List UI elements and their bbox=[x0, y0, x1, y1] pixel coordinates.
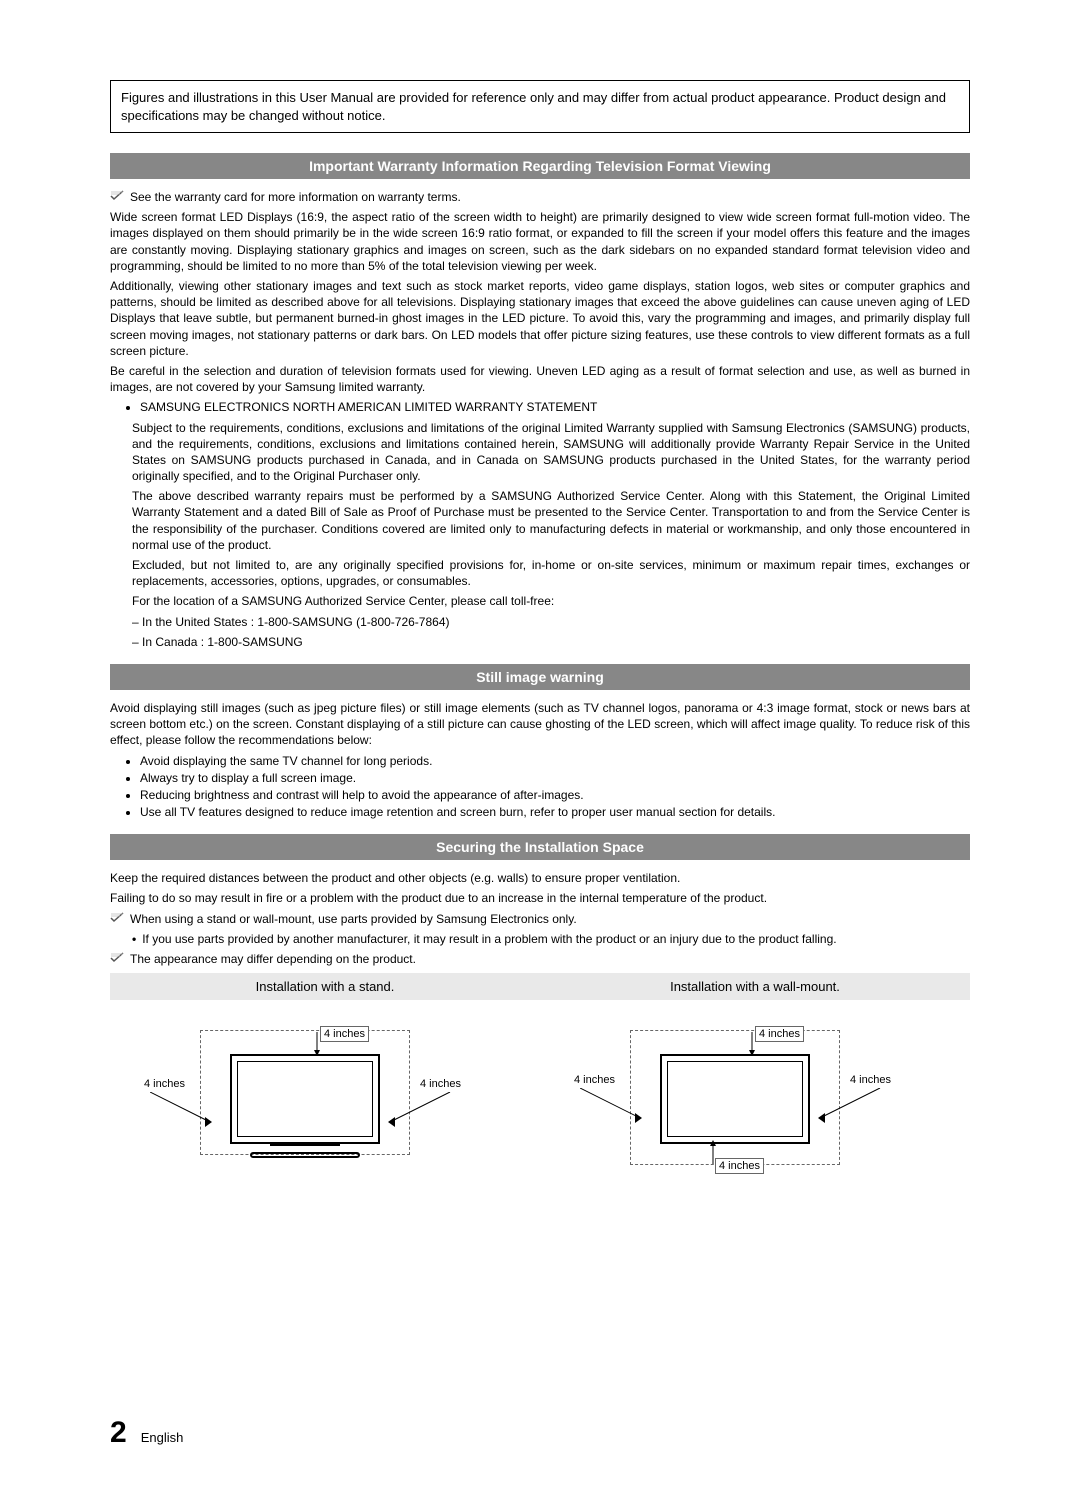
dim-left: 4 inches bbox=[574, 1074, 615, 1086]
diagram-wallmount: 4 inches 4 inches 4 inches 4 inches bbox=[540, 1012, 970, 1192]
install-wallmount-title: Installation with a wall-mount. bbox=[540, 973, 970, 1000]
still-bullet-3: Reducing brightness and contrast will he… bbox=[140, 787, 970, 803]
callout-left bbox=[580, 1088, 660, 1128]
warranty-statement-list: SAMSUNG ELECTRONICS NORTH AMERICAN LIMIT… bbox=[110, 399, 970, 415]
still-bullet-2: Always try to display a full screen imag… bbox=[140, 770, 970, 786]
manual-page: Figures and illustrations in this User M… bbox=[0, 0, 1080, 1494]
heading-warranty: Important Warranty Information Regarding… bbox=[110, 153, 970, 179]
still-image-bullets: Avoid displaying the same TV channel for… bbox=[110, 753, 970, 821]
tv-neck bbox=[270, 1144, 340, 1150]
callout-top bbox=[310, 1032, 324, 1058]
callout-right bbox=[810, 1088, 890, 1128]
tv-outline bbox=[230, 1054, 380, 1144]
callout-left bbox=[150, 1092, 230, 1132]
install-col-wallmount: Installation with a wall-mount. 4 inches… bbox=[540, 973, 970, 1192]
callout-bottom bbox=[706, 1140, 720, 1166]
dim-right: 4 inches bbox=[850, 1074, 891, 1086]
install-para-2: Failing to do so may result in fire or a… bbox=[110, 890, 970, 906]
still-image-para: Avoid displaying still images (such as j… bbox=[110, 700, 970, 749]
page-footer: 2 English bbox=[110, 1416, 183, 1450]
heading-still-image: Still image warning bbox=[110, 664, 970, 690]
warranty-para-3: Be careful in the selection and duration… bbox=[110, 363, 970, 395]
note-text: When using a stand or wall-mount, use pa… bbox=[130, 911, 577, 927]
notice-box: Figures and illustrations in this User M… bbox=[110, 80, 970, 133]
dim-bottom: 4 inches bbox=[715, 1158, 764, 1174]
warranty-phone-ca: – In Canada : 1-800-SAMSUNG bbox=[132, 634, 970, 650]
bullet-dot: • bbox=[132, 931, 136, 947]
install-para-1: Keep the required distances between the … bbox=[110, 870, 970, 886]
note-use-samsung-parts: When using a stand or wall-mount, use pa… bbox=[110, 911, 970, 927]
sub-note-text: If you use parts provided by another man… bbox=[142, 931, 836, 947]
install-stand-title: Installation with a stand. bbox=[110, 973, 540, 1000]
still-bullet-1: Avoid displaying the same TV channel for… bbox=[140, 753, 970, 769]
page-language: English bbox=[141, 1430, 184, 1445]
note-icon bbox=[110, 912, 124, 924]
note-text: See the warranty card for more informati… bbox=[130, 189, 461, 205]
warranty-phone-us: – In the United States : 1-800-SAMSUNG (… bbox=[132, 614, 970, 630]
note-text: The appearance may differ depending on t… bbox=[130, 951, 416, 967]
dim-right: 4 inches bbox=[420, 1078, 461, 1090]
warranty-para-2: Additionally, viewing other stationary i… bbox=[110, 278, 970, 359]
warranty-bpara-4: For the location of a SAMSUNG Authorized… bbox=[132, 593, 970, 609]
warranty-bpara-2: The above described warranty repairs mus… bbox=[132, 488, 970, 553]
note-warranty-card: See the warranty card for more informati… bbox=[110, 189, 970, 205]
warranty-bpara-1: Subject to the requirements, conditions,… bbox=[132, 420, 970, 485]
note-icon bbox=[110, 190, 124, 202]
still-bullet-4: Use all TV features designed to reduce i… bbox=[140, 804, 970, 820]
notice-text: Figures and illustrations in this User M… bbox=[121, 90, 946, 123]
tv-screen bbox=[667, 1061, 803, 1137]
warranty-para-1: Wide screen format LED Displays (16:9, t… bbox=[110, 209, 970, 274]
install-col-stand: Installation with a stand. 4 inches 4 in… bbox=[110, 973, 540, 1192]
note-appearance: The appearance may differ depending on t… bbox=[110, 951, 970, 967]
page-number: 2 bbox=[110, 1416, 127, 1450]
install-row: Installation with a stand. 4 inches 4 in… bbox=[110, 973, 970, 1192]
note-icon bbox=[110, 952, 124, 964]
heading-installation: Securing the Installation Space bbox=[110, 834, 970, 860]
tv-outline bbox=[660, 1054, 810, 1144]
callout-top bbox=[745, 1032, 759, 1058]
callout-right bbox=[380, 1092, 460, 1132]
diagram-stand: 4 inches 4 inches 4 inches bbox=[110, 1012, 540, 1192]
tv-screen bbox=[237, 1061, 373, 1137]
dim-top: 4 inches bbox=[755, 1026, 804, 1042]
dim-top: 4 inches bbox=[320, 1026, 369, 1042]
warranty-bpara-3: Excluded, but not limited to, are any or… bbox=[132, 557, 970, 589]
tv-stand-base bbox=[250, 1152, 360, 1158]
dim-left: 4 inches bbox=[144, 1078, 185, 1090]
sub-note-other-parts: • If you use parts provided by another m… bbox=[132, 931, 970, 947]
warranty-statement-title: SAMSUNG ELECTRONICS NORTH AMERICAN LIMIT… bbox=[140, 399, 970, 415]
